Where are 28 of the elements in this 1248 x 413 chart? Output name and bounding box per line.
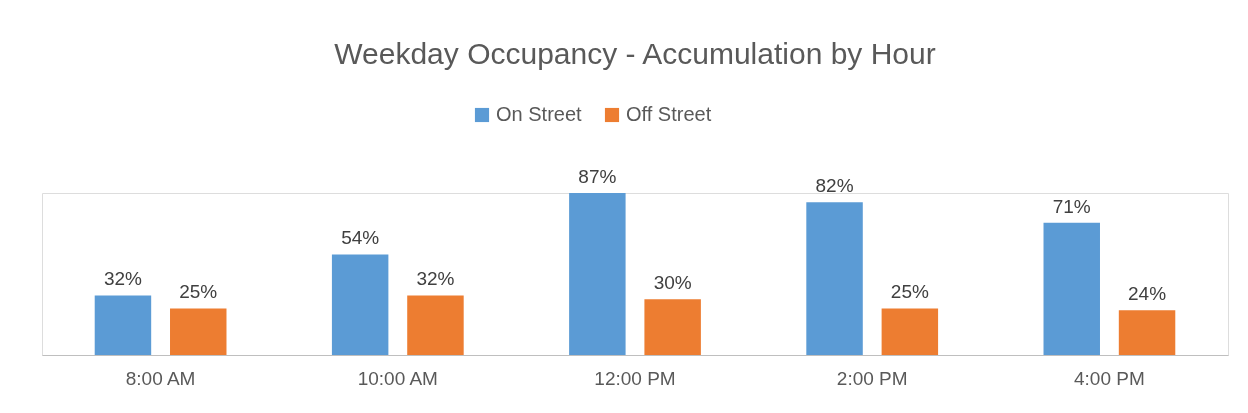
- data-label: 25%: [890, 281, 929, 303]
- chart-title: Weekday Occupancy - Accumulation by Hour: [334, 37, 936, 70]
- bar: [407, 295, 464, 355]
- data-label: 32%: [416, 268, 455, 290]
- legend-label: On Street: [496, 103, 583, 125]
- data-label: 87%: [578, 166, 617, 187]
- data-label: 30%: [653, 272, 692, 294]
- x-tick-label: 12:00 PM: [594, 367, 676, 389]
- bar: [170, 308, 227, 355]
- x-tick-label: 4:00 PM: [1074, 367, 1145, 389]
- data-label: 54%: [341, 227, 380, 249]
- x-tick-label: 10:00 AM: [357, 367, 438, 389]
- legend-label: Off Street: [626, 103, 712, 125]
- data-label: 24%: [1128, 283, 1167, 305]
- data-label: 82%: [815, 175, 854, 197]
- bar: [94, 295, 152, 355]
- x-tick-label: 2:00 PM: [836, 367, 908, 389]
- bar: [1118, 310, 1176, 355]
- x-tick-label: 8:00 AM: [125, 367, 196, 389]
- bar: [569, 193, 626, 355]
- bar: [644, 299, 701, 355]
- bar: [806, 202, 863, 355]
- bar: [331, 254, 389, 355]
- bar: [881, 308, 939, 355]
- data-label: 32%: [103, 268, 143, 290]
- bar: [1043, 222, 1100, 355]
- data-label: 25%: [179, 281, 218, 303]
- data-label: 71%: [1052, 195, 1091, 217]
